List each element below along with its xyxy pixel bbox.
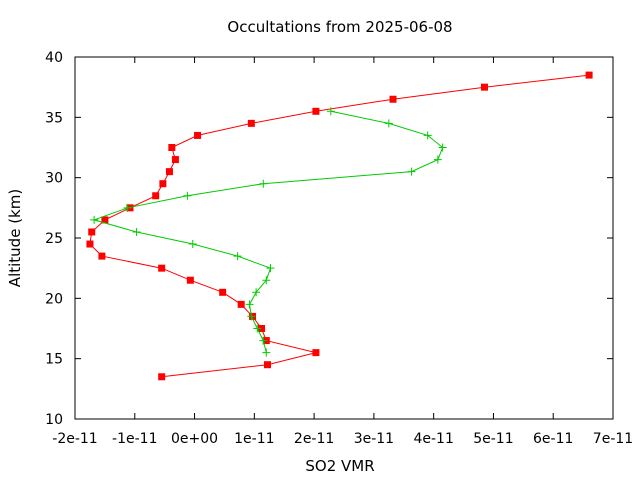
data-point xyxy=(98,252,106,260)
data-point xyxy=(90,215,99,224)
y-tick-label: 20 xyxy=(45,291,63,307)
x-tick-label: 1e-11 xyxy=(234,431,274,447)
data-point xyxy=(262,276,271,285)
x-tick-label: 7e-11 xyxy=(593,431,633,447)
data-point xyxy=(247,119,255,127)
y-tick-label: 30 xyxy=(45,171,63,187)
data-point xyxy=(259,179,268,188)
y-axis: 10 15 20 25 30 35 40 xyxy=(45,50,613,428)
data-point xyxy=(247,312,256,321)
data-point xyxy=(123,203,132,212)
x-tick-label: 2e-11 xyxy=(294,431,334,447)
data-point xyxy=(312,349,320,357)
data-point xyxy=(233,252,242,261)
x-tick-label: 0e+00 xyxy=(171,431,218,447)
y-tick-label: 10 xyxy=(45,412,63,428)
data-point xyxy=(266,264,275,273)
chart-title: Occultations from 2025-06-08 xyxy=(227,18,452,36)
data-point xyxy=(259,336,268,345)
y-tick-label: 15 xyxy=(45,352,63,368)
data-point xyxy=(423,131,432,140)
data-point xyxy=(183,191,192,200)
data-point xyxy=(263,361,271,369)
series-1 xyxy=(86,71,593,381)
data-point xyxy=(101,216,109,224)
data-point xyxy=(158,373,166,381)
y-tick-label: 25 xyxy=(45,231,63,247)
data-point xyxy=(326,107,335,116)
data-point xyxy=(245,300,254,309)
data-point xyxy=(253,324,262,333)
x-axis: -2e-11 -1e-11 0e+00 1e-11 2e-11 3e-11 4e-11 5e-… xyxy=(52,57,633,447)
data-point xyxy=(389,95,397,103)
data-point xyxy=(171,156,179,164)
data-point xyxy=(194,131,202,139)
series-layer xyxy=(86,71,593,381)
series-2 xyxy=(90,107,447,357)
data-point xyxy=(152,192,160,200)
data-point xyxy=(158,264,166,272)
x-tick-label: 6e-11 xyxy=(533,431,573,447)
y-tick-label: 40 xyxy=(45,50,63,66)
data-point xyxy=(132,227,141,236)
data-point xyxy=(258,325,266,332)
data-point xyxy=(88,228,96,236)
y-tick-label: 35 xyxy=(45,110,63,126)
data-point xyxy=(480,83,488,91)
data-point xyxy=(168,144,176,151)
data-point xyxy=(86,240,94,248)
data-point xyxy=(165,168,173,176)
data-point xyxy=(219,288,227,296)
data-point xyxy=(186,276,194,284)
x-axis-label: SO2 VMR xyxy=(305,457,374,475)
data-point xyxy=(188,240,197,249)
x-tick-label: 3e-11 xyxy=(354,431,394,447)
data-point xyxy=(312,107,320,115)
x-tick-label: -2e-11 xyxy=(52,431,97,447)
x-tick-label: 4e-11 xyxy=(413,431,453,447)
data-point xyxy=(262,348,271,357)
data-point xyxy=(433,155,442,164)
data-point xyxy=(585,71,593,79)
data-point xyxy=(159,180,167,188)
data-point xyxy=(252,288,261,297)
data-point xyxy=(384,119,393,128)
data-point xyxy=(407,167,416,176)
data-point xyxy=(237,300,245,308)
data-point xyxy=(438,143,447,152)
x-tick-label: 5e-11 xyxy=(473,431,513,447)
x-tick-label: -1e-11 xyxy=(112,431,157,447)
y-axis-label: Altitude (km) xyxy=(6,189,24,287)
